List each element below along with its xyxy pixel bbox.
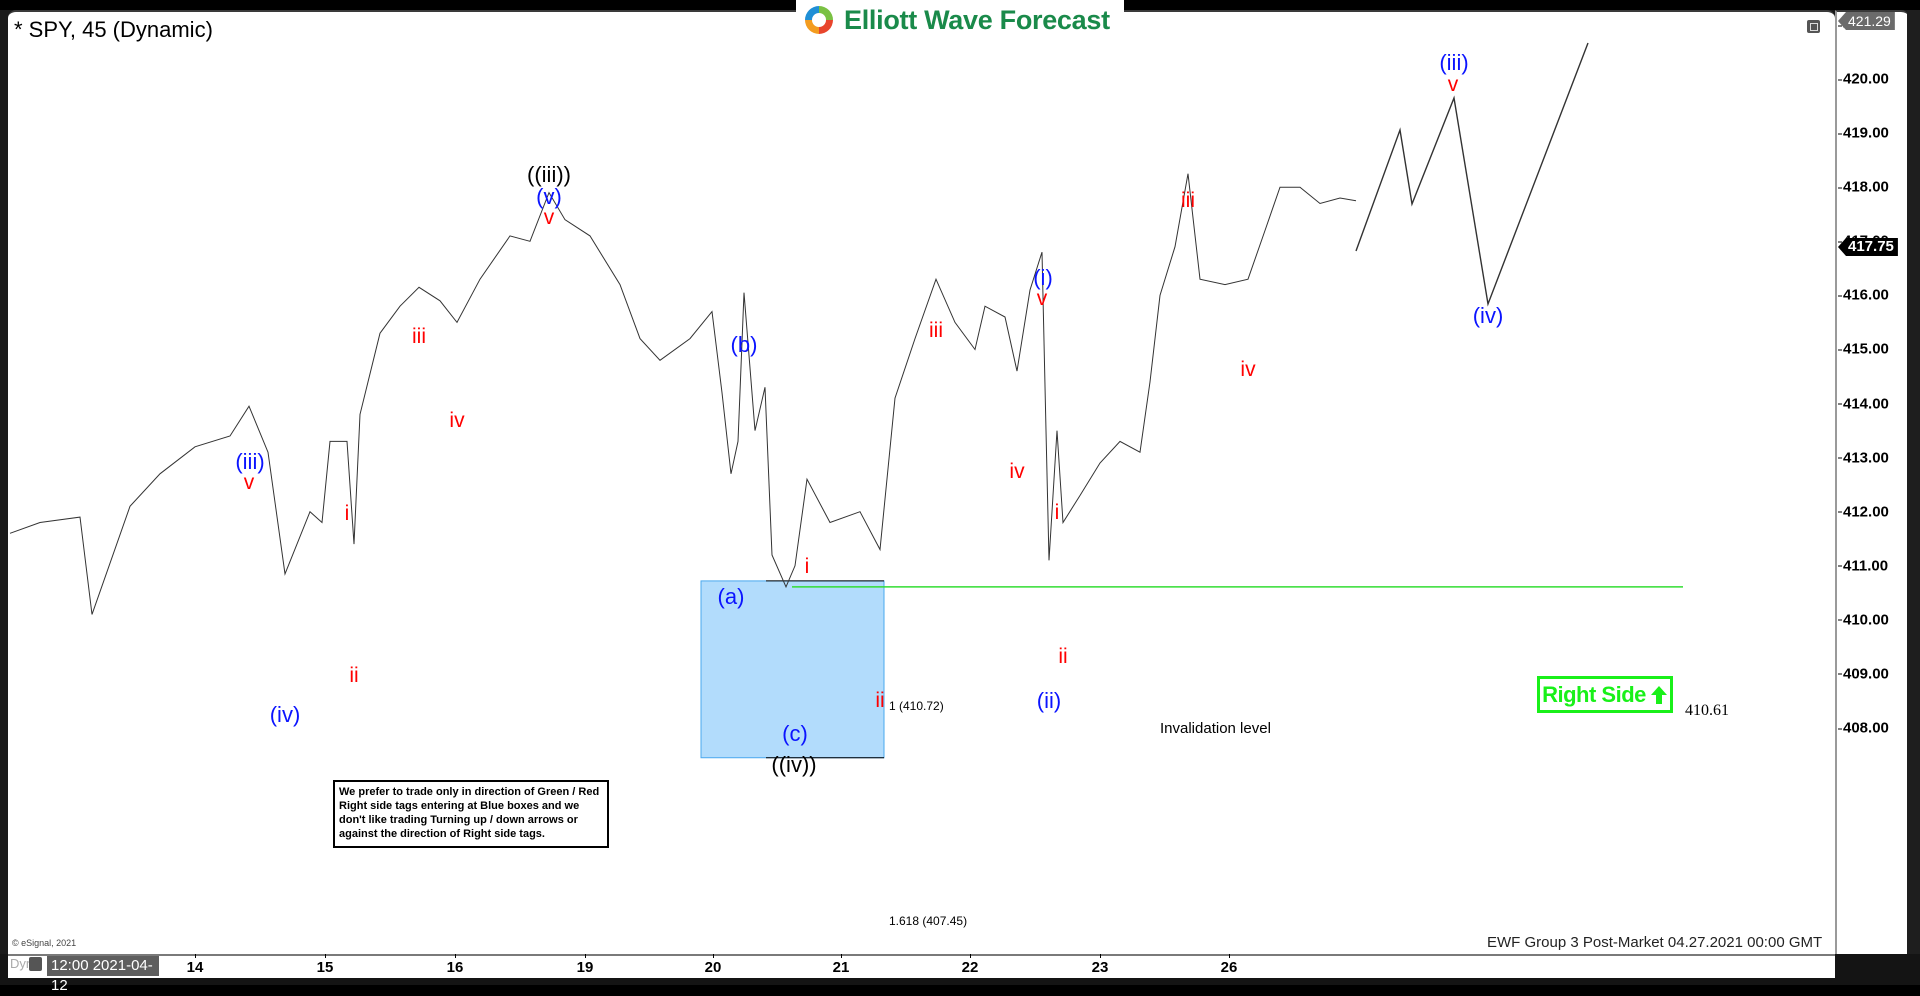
time-tick-mark: [455, 954, 456, 958]
time-tick: 20: [704, 959, 722, 976]
copyright: © eSignal, 2021: [12, 938, 77, 948]
price-tick: 408.00: [1838, 720, 1889, 737]
logo: Elliott Wave Forecast: [796, 0, 1124, 40]
wave-label: v: [543, 206, 555, 229]
window-right-edge: [1907, 10, 1920, 985]
price-swing-skeleton: [9, 173, 1357, 615]
wave-label: ii: [875, 689, 885, 712]
price-tick: 420.00: [1838, 71, 1889, 88]
wave-label: (a): [717, 584, 745, 609]
right-side-tag: Right Side: [1537, 676, 1673, 713]
time-tick-mark: [325, 954, 326, 958]
time-tick: 16: [446, 959, 464, 976]
projection-path: [1355, 42, 1589, 307]
high-price-marker: 421.29: [1838, 12, 1895, 30]
wave-label: (b): [730, 332, 758, 357]
price-tick: 409.00: [1838, 665, 1889, 682]
wave-label: i: [344, 502, 350, 525]
wave-label: (c): [782, 721, 808, 746]
time-tick: 21: [832, 959, 850, 976]
wave-label: (ii): [1036, 688, 1062, 713]
arrow-up-icon: [1650, 685, 1667, 704]
chart-area[interactable]: [8, 10, 1835, 956]
time-tick: 19: [576, 959, 594, 976]
wave-label: iv: [1240, 358, 1256, 381]
wave-label: v: [1447, 73, 1459, 96]
time-tick-mark: [841, 954, 842, 958]
price-tick: 411.00: [1838, 557, 1888, 574]
wave-label: ii: [349, 664, 359, 687]
wave-label: iv: [449, 409, 465, 432]
chart-title: * SPY, 45 (Dynamic): [14, 17, 213, 42]
time-tick: 14: [186, 959, 204, 976]
price-tick: 414.00: [1838, 395, 1889, 412]
wave-label: i: [804, 555, 810, 578]
wave-label: (i): [1033, 265, 1053, 290]
price-tick: 410.00: [1838, 611, 1889, 628]
time-tick: 23: [1091, 959, 1109, 976]
wave-label: v: [1036, 287, 1048, 310]
logo-swirl-icon: [805, 6, 833, 34]
time-axis[interactable]: 14 15 16 19 20 21 22 23 26: [8, 954, 1835, 978]
price-tick: 416.00: [1838, 287, 1889, 304]
wave-label: ii: [1058, 645, 1068, 668]
time-tick: 22: [961, 959, 979, 976]
time-tick: 15: [316, 959, 334, 976]
time-tick: 26: [1220, 959, 1238, 976]
price-tick: 412.00: [1838, 503, 1889, 520]
price-tick: 413.00: [1838, 449, 1889, 466]
price-axis-panel[interactable]: [1835, 10, 1909, 956]
dynamic-mode-label[interactable]: Dyn: [10, 956, 34, 971]
time-tick-mark: [1229, 954, 1230, 958]
time-tick-mark: [970, 954, 971, 958]
fib-1618-label: 1.618 (407.45): [889, 914, 968, 928]
wave-label: (v): [536, 184, 562, 209]
footer-note: EWF Group 3 Post-Market 04.27.2021 00:00…: [1487, 934, 1823, 951]
time-tick-mark: [713, 954, 714, 958]
blue-box: [700, 580, 885, 759]
time-tick-mark: [1100, 954, 1101, 958]
price-tick: 415.00: [1838, 341, 1889, 358]
wave-label: (iv): [269, 702, 301, 727]
right-side-label: Right Side: [1542, 681, 1646, 707]
invalidation-label: Invalidation level: [1160, 720, 1271, 737]
fib-1-label: 1 (410.72): [889, 699, 944, 713]
price-tick: 419.00: [1838, 125, 1889, 142]
logo-text: Elliott Wave Forecast: [844, 4, 1110, 35]
wave-label: ((iv)): [771, 752, 817, 777]
invalidation-value: 410.61: [1685, 702, 1729, 719]
wave-label: iv: [1009, 460, 1025, 483]
restore-window-icon[interactable]: [1807, 20, 1820, 33]
lock-icon[interactable]: [29, 957, 42, 971]
wave-label: v: [243, 471, 255, 494]
wave-label: ((iii)): [527, 162, 571, 187]
time-tick-mark: [585, 954, 586, 958]
time-tick-mark: [195, 954, 196, 958]
last-price-marker: 417.75: [1838, 238, 1898, 256]
price-tick: 418.00: [1838, 179, 1889, 196]
date-cursor-label: 12:00 2021-04-12: [47, 956, 159, 994]
wave-label: iii: [1181, 189, 1195, 212]
wave-label: (iii): [1439, 50, 1469, 75]
price-plot: [9, 42, 1683, 759]
wave-label: (iii): [235, 449, 265, 474]
wave-label: iii: [412, 325, 426, 348]
wave-label: iii: [929, 319, 943, 342]
disclaimer-box: We prefer to trade only in direction of …: [333, 780, 609, 848]
wave-label: (iv): [1472, 303, 1504, 328]
wave-label: i: [1054, 501, 1060, 524]
